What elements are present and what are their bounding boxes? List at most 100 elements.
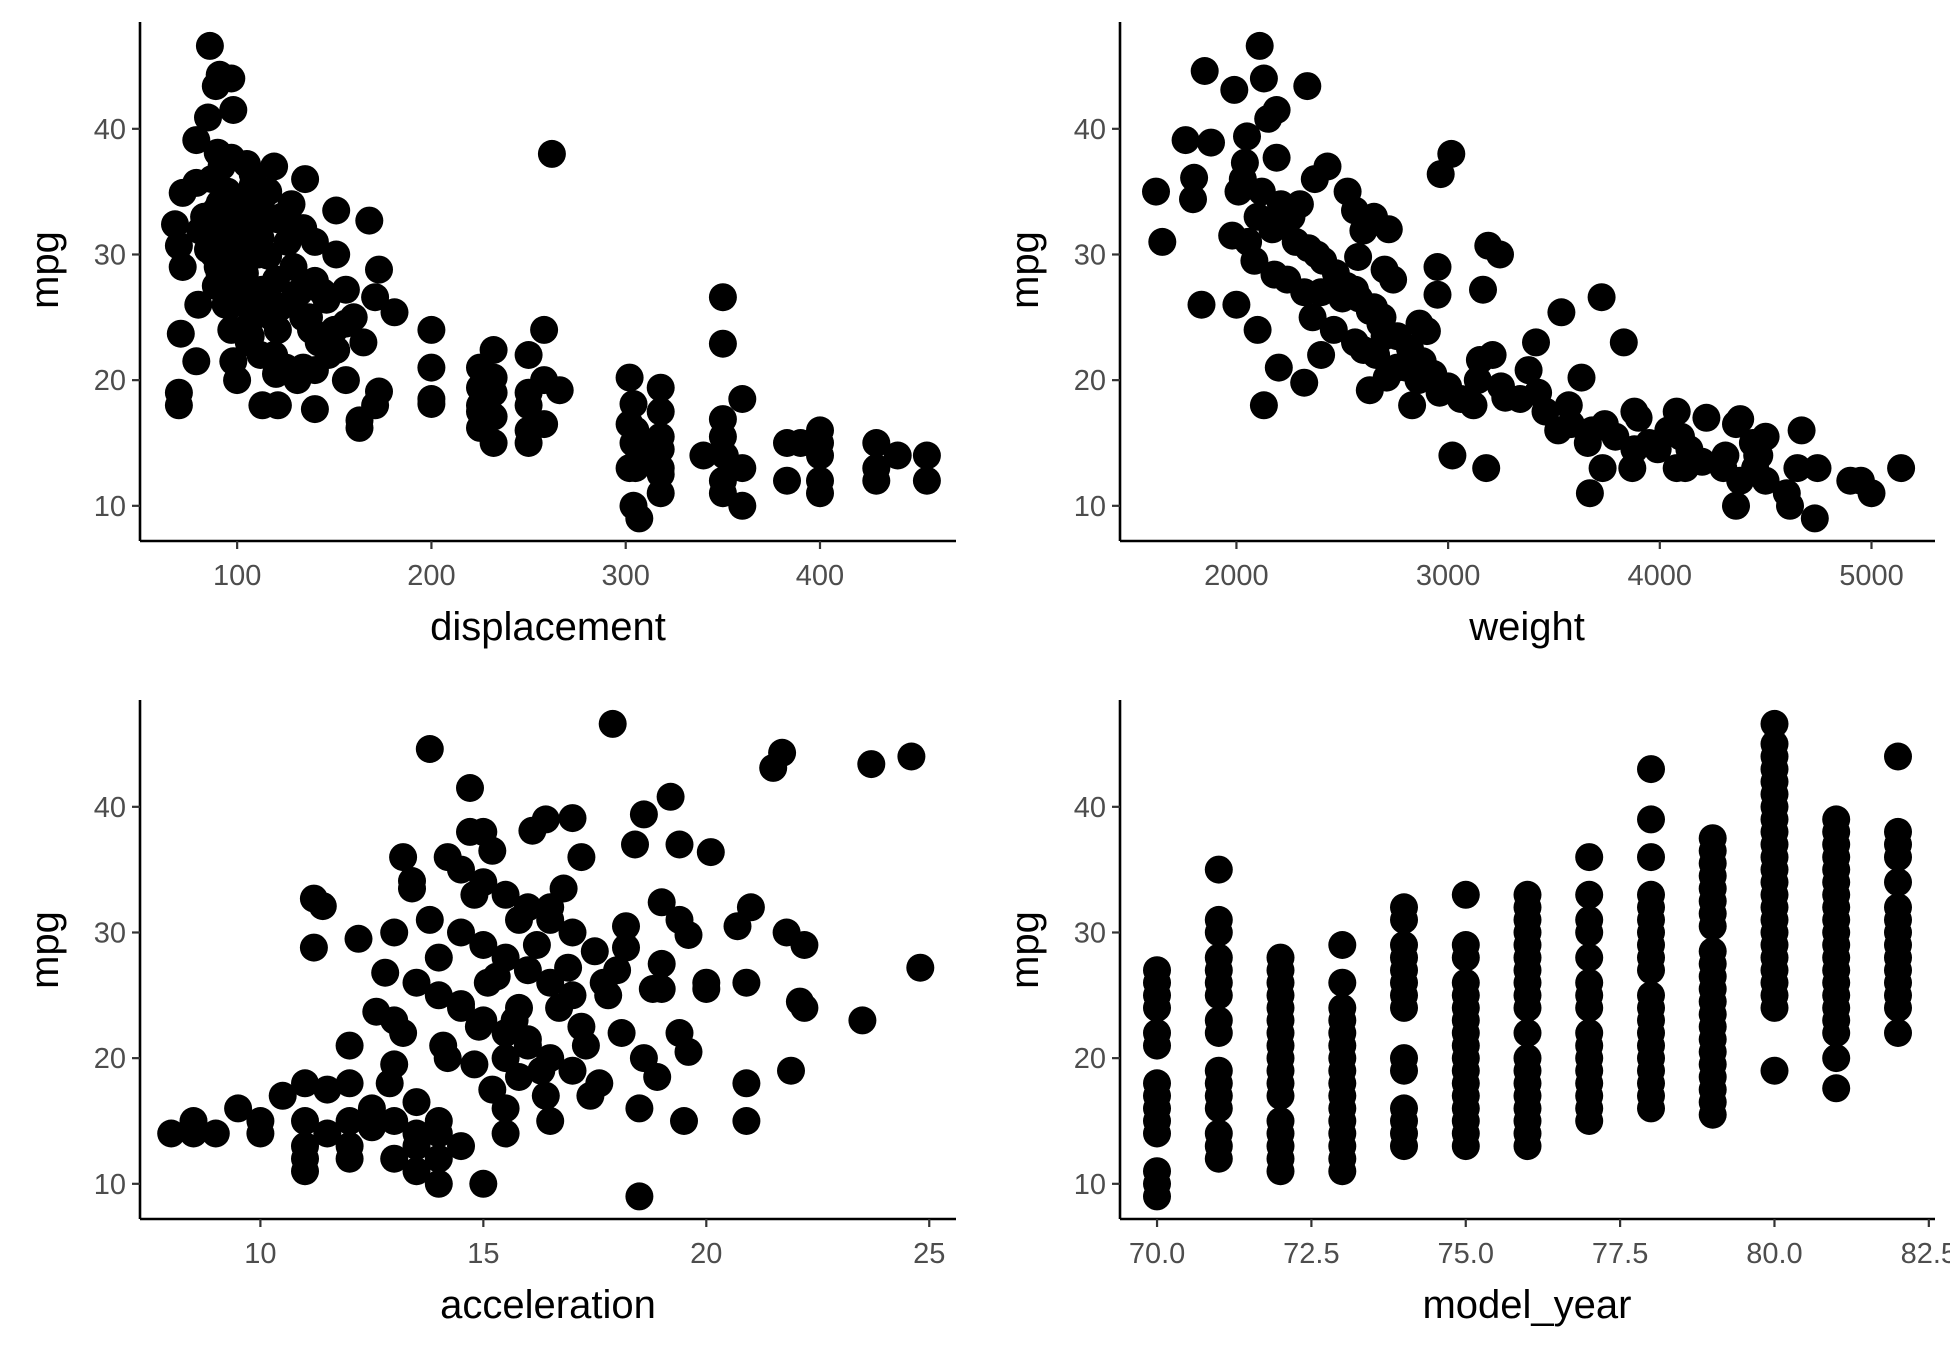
data-point: [1522, 328, 1550, 357]
data-point: [469, 931, 498, 959]
data-point: [402, 1088, 431, 1117]
data-point: [558, 1056, 587, 1085]
data-point: [1800, 504, 1829, 533]
data-point: [424, 943, 453, 972]
data-point: [513, 1031, 542, 1060]
data-point: [1884, 893, 1912, 922]
data-point: [161, 210, 189, 239]
data-point: [157, 1119, 186, 1148]
data-point: [732, 1069, 761, 1098]
data-point: [1262, 143, 1291, 172]
data-point: [1245, 31, 1274, 60]
data-point: [674, 1037, 703, 1066]
data-point: [182, 347, 211, 376]
data-point: [1751, 466, 1780, 495]
data-point: [1240, 246, 1269, 275]
data-point: [1390, 1044, 1418, 1073]
data-point: [267, 202, 296, 231]
data-point: [491, 880, 520, 909]
data-point: [612, 933, 640, 962]
data-point: [291, 165, 320, 194]
data-point: [1249, 391, 1278, 420]
data-point: [291, 1069, 319, 1098]
data-point: [194, 103, 222, 132]
data-point: [1298, 303, 1327, 332]
data-point: [1836, 466, 1865, 495]
data-point: [1513, 1044, 1542, 1073]
data-point: [1148, 227, 1177, 256]
data-point: [1290, 278, 1319, 307]
data-point: [1884, 1019, 1912, 1047]
data-point: [365, 255, 393, 284]
data-point: [182, 126, 211, 155]
data-point: [246, 341, 275, 369]
data-point: [689, 441, 718, 470]
data-point: [279, 253, 308, 281]
data-point: [1822, 805, 1851, 834]
data-point: [897, 742, 926, 771]
data-point: [1319, 315, 1348, 344]
data-point: [773, 466, 801, 495]
data-point: [790, 931, 819, 959]
data-point: [1143, 1019, 1171, 1047]
data-point: [313, 1075, 342, 1104]
data-point: [1609, 328, 1638, 357]
data-point: [166, 319, 195, 348]
data-point: [199, 240, 228, 269]
data-point: [1423, 253, 1452, 281]
panel-acceleration: acceleration mpg 10 15 20 25 10 20 30 40: [23, 700, 956, 1327]
data-point: [612, 912, 640, 941]
data-point: [424, 1144, 453, 1173]
panel-displacement: displacement mpg 100 200 300 400 10 20 30 40: [23, 22, 956, 649]
data-point: [1222, 290, 1251, 319]
data-point: [447, 993, 475, 1022]
data-point: [380, 918, 409, 947]
data-point: [308, 892, 337, 921]
data-point: [625, 1182, 654, 1211]
data-point: [514, 429, 543, 457]
data-point: [790, 993, 819, 1022]
data-point: [862, 429, 891, 457]
data-point: [1698, 937, 1727, 966]
data-point: [380, 298, 409, 327]
x-tick-label: 75.0: [1438, 1238, 1494, 1270]
data-point: [1620, 435, 1649, 464]
data-point: [1341, 328, 1369, 357]
data-point: [848, 1006, 877, 1035]
data-point: [424, 981, 453, 1010]
data-point: [1187, 290, 1216, 319]
data-point: [615, 454, 644, 483]
data-point: [732, 1107, 761, 1135]
data-point: [857, 750, 886, 779]
data-point: [469, 868, 498, 897]
y-tick-label: 30: [94, 917, 126, 949]
data-point: [179, 1107, 208, 1135]
data-point: [1266, 1107, 1295, 1135]
data-point: [1692, 403, 1721, 432]
data-point: [314, 341, 343, 369]
data-point: [1513, 880, 1542, 909]
data-point: [1783, 454, 1812, 483]
data-point: [1637, 755, 1665, 784]
data-point: [1300, 165, 1329, 194]
data-point: [447, 1132, 475, 1161]
data-point: [1249, 64, 1278, 93]
data-point: [478, 836, 507, 865]
data-point: [201, 72, 230, 101]
data-point: [1514, 356, 1543, 385]
data-point: [380, 1107, 409, 1135]
data-point: [491, 1094, 520, 1123]
data-point: [1884, 817, 1912, 846]
data-point: [1575, 905, 1604, 934]
data-point: [456, 774, 484, 802]
data-point: [349, 328, 378, 357]
data-point: [1884, 868, 1912, 897]
data-point: [514, 391, 543, 420]
data-point: [355, 206, 384, 235]
data-point: [629, 800, 658, 829]
data-point: [598, 709, 627, 738]
data-point: [1887, 454, 1916, 483]
y-tick-label: 40: [94, 114, 126, 146]
data-point: [912, 441, 941, 470]
data-point: [1390, 1094, 1418, 1123]
